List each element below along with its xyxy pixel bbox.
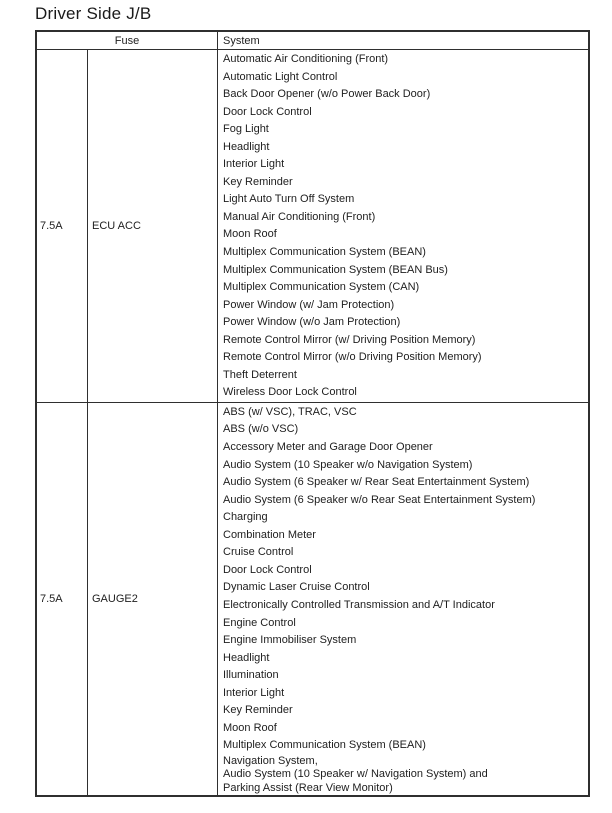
- system-item: Audio System (10 Speaker w/o Navigation …: [223, 458, 473, 471]
- system-column-header: System: [223, 34, 260, 47]
- fuse-row-gauge2: 7.5A GAUGE2 ABS (w/ VSC), TRAC, VSC ABS …: [37, 402, 588, 795]
- system-item: Light Auto Turn Off System: [223, 193, 355, 206]
- system-item: Electronically Controlled Transmission a…: [223, 598, 495, 611]
- system-item: Door Lock Control: [223, 563, 312, 576]
- fuse-table: Fuse System 7.5A ECU ACC Automatic Air C…: [35, 30, 590, 797]
- system-item: Multiplex Communication System (CAN): [223, 281, 420, 294]
- fuse-amp: 7.5A: [37, 50, 88, 402]
- system-item: Automatic Air Conditioning (Front): [223, 53, 389, 65]
- system-item: Power Window (w/o Jam Protection): [223, 316, 401, 329]
- fuse-amp: 7.5A: [37, 402, 88, 795]
- fuse-column-header: Fuse: [37, 32, 218, 49]
- system-item: Interior Light: [223, 686, 285, 699]
- system-item: ABS (w/o VSC): [223, 423, 299, 436]
- system-item: Illumination: [223, 669, 279, 682]
- system-item: Cruise Control: [223, 546, 294, 559]
- system-item: Back Door Opener (w/o Power Back Door): [223, 88, 431, 101]
- fuse-name: ECU ACC: [88, 50, 218, 402]
- system-item: Multiplex Communication System (BEAN): [223, 246, 426, 259]
- system-list: Automatic Air Conditioning (Front) Autom…: [218, 50, 588, 402]
- system-item: Engine Immobiliser System: [223, 634, 357, 647]
- system-item: Wireless Door Lock Control: [223, 386, 357, 399]
- system-item: Interior Light: [223, 158, 285, 171]
- system-item: Audio System (6 Speaker w/o Rear Seat En…: [223, 493, 536, 506]
- system-item: Navigation System, Audio System (10 Spea…: [223, 754, 488, 794]
- system-item: Multiplex Communication System (BEAN): [223, 739, 426, 752]
- table-header-row: Fuse System: [37, 32, 588, 50]
- system-item: Dynamic Laser Cruise Control: [223, 581, 370, 594]
- system-item: Key Reminder: [223, 704, 293, 717]
- system-item: Moon Roof: [223, 721, 277, 734]
- system-item: Multiplex Communication System (BEAN Bus…: [223, 263, 448, 276]
- system-item: Remote Control Mirror (w/o Driving Posit…: [223, 351, 482, 364]
- system-item: Engine Control: [223, 616, 296, 629]
- system-item: Remote Control Mirror (w/ Driving Positi…: [223, 333, 476, 346]
- system-item: Combination Meter: [223, 528, 316, 541]
- page-title: Driver Side J/B: [35, 4, 152, 23]
- system-item: Manual Air Conditioning (Front): [223, 210, 376, 223]
- system-item: Headlight: [223, 140, 270, 153]
- system-item: Key Reminder: [223, 175, 293, 188]
- system-item: Fog Light: [223, 123, 269, 136]
- fuse-row-ecu-acc: 7.5A ECU ACC Automatic Air Conditioning …: [37, 50, 588, 403]
- system-item: Door Lock Control: [223, 105, 312, 118]
- system-item: Theft Deterrent: [223, 368, 297, 381]
- system-item: Accessory Meter and Garage Door Opener: [223, 441, 433, 454]
- system-item: Charging: [223, 511, 268, 524]
- system-item: Headlight: [223, 651, 270, 664]
- system-item: Automatic Light Control: [223, 70, 338, 83]
- system-item: Power Window (w/ Jam Protection): [223, 298, 395, 311]
- system-item: Audio System (6 Speaker w/ Rear Seat Ent…: [223, 476, 530, 489]
- system-item: ABS (w/ VSC), TRAC, VSC: [223, 405, 357, 418]
- system-item: Moon Roof: [223, 228, 277, 241]
- system-list: ABS (w/ VSC), TRAC, VSC ABS (w/o VSC) Ac…: [218, 403, 588, 795]
- fuse-name: GAUGE2: [88, 402, 218, 795]
